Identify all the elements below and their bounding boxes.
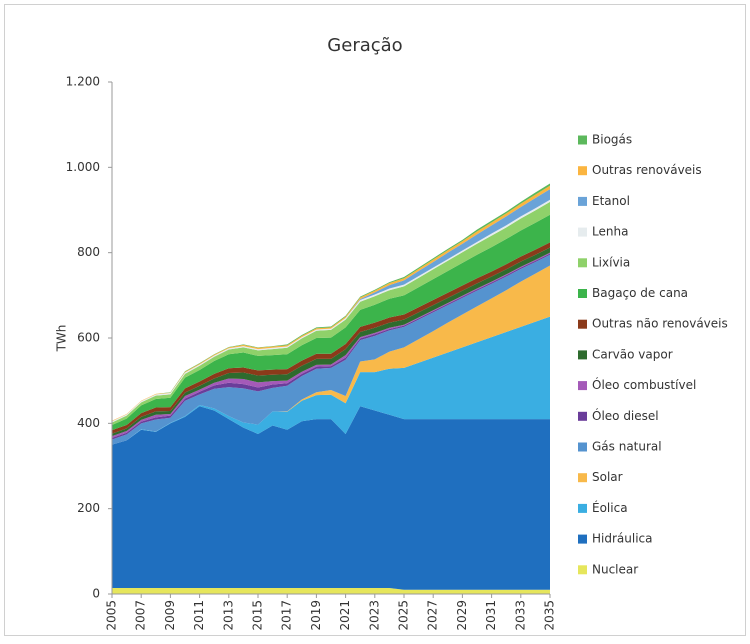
legend-swatch [578, 196, 587, 206]
x-tick-label: 2019 [309, 600, 323, 631]
legend-label: Óleo combustível [592, 377, 696, 392]
legend-label: Outras não renováveis [592, 317, 728, 331]
legend-label: Nuclear [592, 562, 638, 576]
legend-swatch [578, 258, 587, 268]
legend-swatch [578, 227, 587, 237]
legend-swatch [578, 135, 587, 145]
legend-swatch [578, 289, 587, 298]
legend-swatch [578, 534, 587, 544]
x-tick-label: 2031 [484, 600, 498, 631]
legend-label: Bagaço de cana [592, 286, 688, 300]
x-tick-label: 2035 [543, 600, 557, 631]
legend-label: Éolica [592, 500, 628, 515]
legend-swatch [578, 319, 587, 329]
x-tick-label: 2017 [280, 600, 294, 631]
x-tick-label: 2007 [134, 600, 148, 631]
area [112, 406, 550, 590]
y-tick-label: 1.000 [66, 160, 100, 174]
legend-label: Hidráulica [592, 532, 653, 546]
legend-label: Etanol [592, 194, 630, 208]
legend-label: Outras renováveis [592, 163, 702, 177]
legend-label: Biogás [592, 133, 632, 147]
legend-swatch [578, 350, 587, 360]
legend-swatch [578, 442, 587, 452]
y-tick-label: 400 [77, 416, 100, 430]
legend-label: Lixívia [592, 255, 630, 269]
x-tick-label: 2011 [192, 600, 206, 631]
x-tick-label: 2027 [426, 600, 440, 631]
x-tick-label: 2015 [251, 600, 265, 631]
legend-label: Gás natural [592, 440, 662, 454]
legend-label: Solar [592, 470, 623, 484]
legend-label: Óleo diesel [592, 408, 659, 423]
y-tick-label: 0 [92, 587, 100, 601]
legend-swatch [578, 565, 587, 575]
area [112, 588, 550, 594]
legend-label: Lenha [592, 225, 628, 239]
y-tick-label: 200 [77, 501, 100, 515]
x-tick-label: 2033 [513, 600, 527, 631]
y-tick-label: 600 [77, 331, 100, 345]
x-tick-label: 2005 [105, 600, 119, 631]
area [112, 316, 550, 445]
legend-swatch [578, 166, 587, 176]
x-tick-label: 2021 [338, 600, 352, 631]
legend-swatch [578, 503, 587, 513]
x-tick-label: 2013 [221, 600, 235, 631]
legend-swatch [578, 411, 587, 421]
area [112, 254, 550, 445]
x-tick-label: 2025 [397, 600, 411, 631]
legend-swatch [578, 473, 587, 483]
y-tick-label: 1.200 [66, 75, 100, 89]
x-tick-label: 2009 [163, 600, 177, 631]
x-tick-label: 2023 [367, 600, 381, 631]
x-tick-label: 2029 [455, 600, 469, 631]
legend-swatch [578, 381, 587, 391]
legend-label: Carvão vapor [592, 347, 673, 361]
chart-title: Geração [327, 35, 402, 56]
y-tick-label: 800 [77, 245, 100, 259]
y-axis-label: TWh [55, 325, 69, 353]
